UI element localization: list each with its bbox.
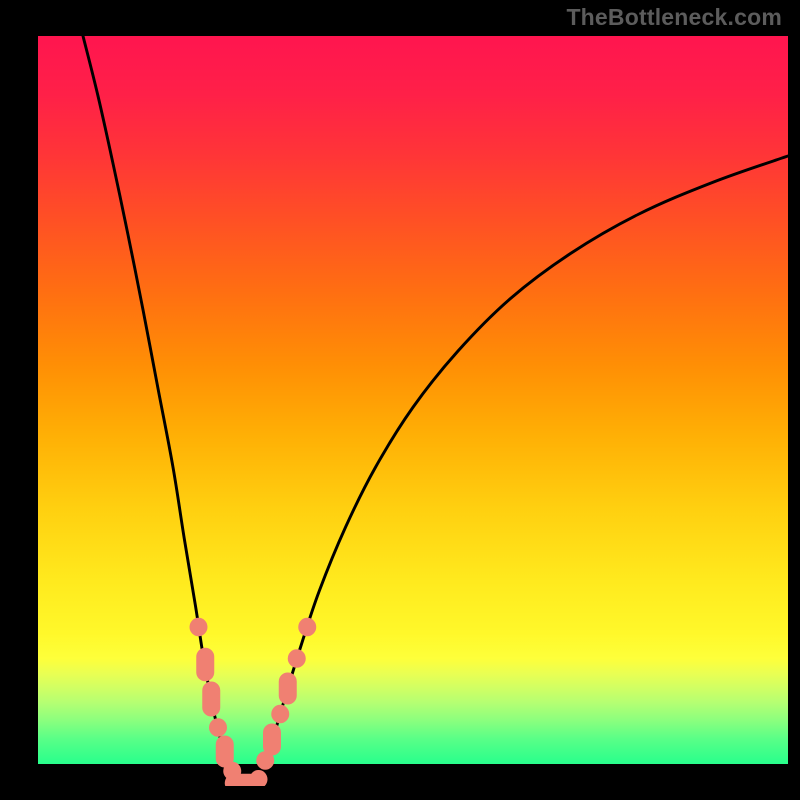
watermark-text: TheBottleneck.com (566, 4, 782, 31)
curve-left (83, 36, 247, 785)
marker-right-4 (288, 649, 306, 668)
curve-right (247, 156, 789, 785)
marker-right-2 (271, 705, 289, 724)
marker-left-1 (196, 648, 214, 682)
marker-right-5 (298, 618, 316, 637)
root: TheBottleneck.com (0, 0, 800, 800)
marker-right-1 (263, 723, 281, 755)
marker-left-0 (190, 618, 208, 637)
plot-area (38, 36, 788, 764)
curves-svg (38, 36, 788, 786)
marker-left-2 (202, 681, 220, 716)
marker-bottom-1 (250, 770, 268, 786)
marker-right-3 (279, 672, 297, 704)
marker-left-3 (209, 718, 227, 737)
